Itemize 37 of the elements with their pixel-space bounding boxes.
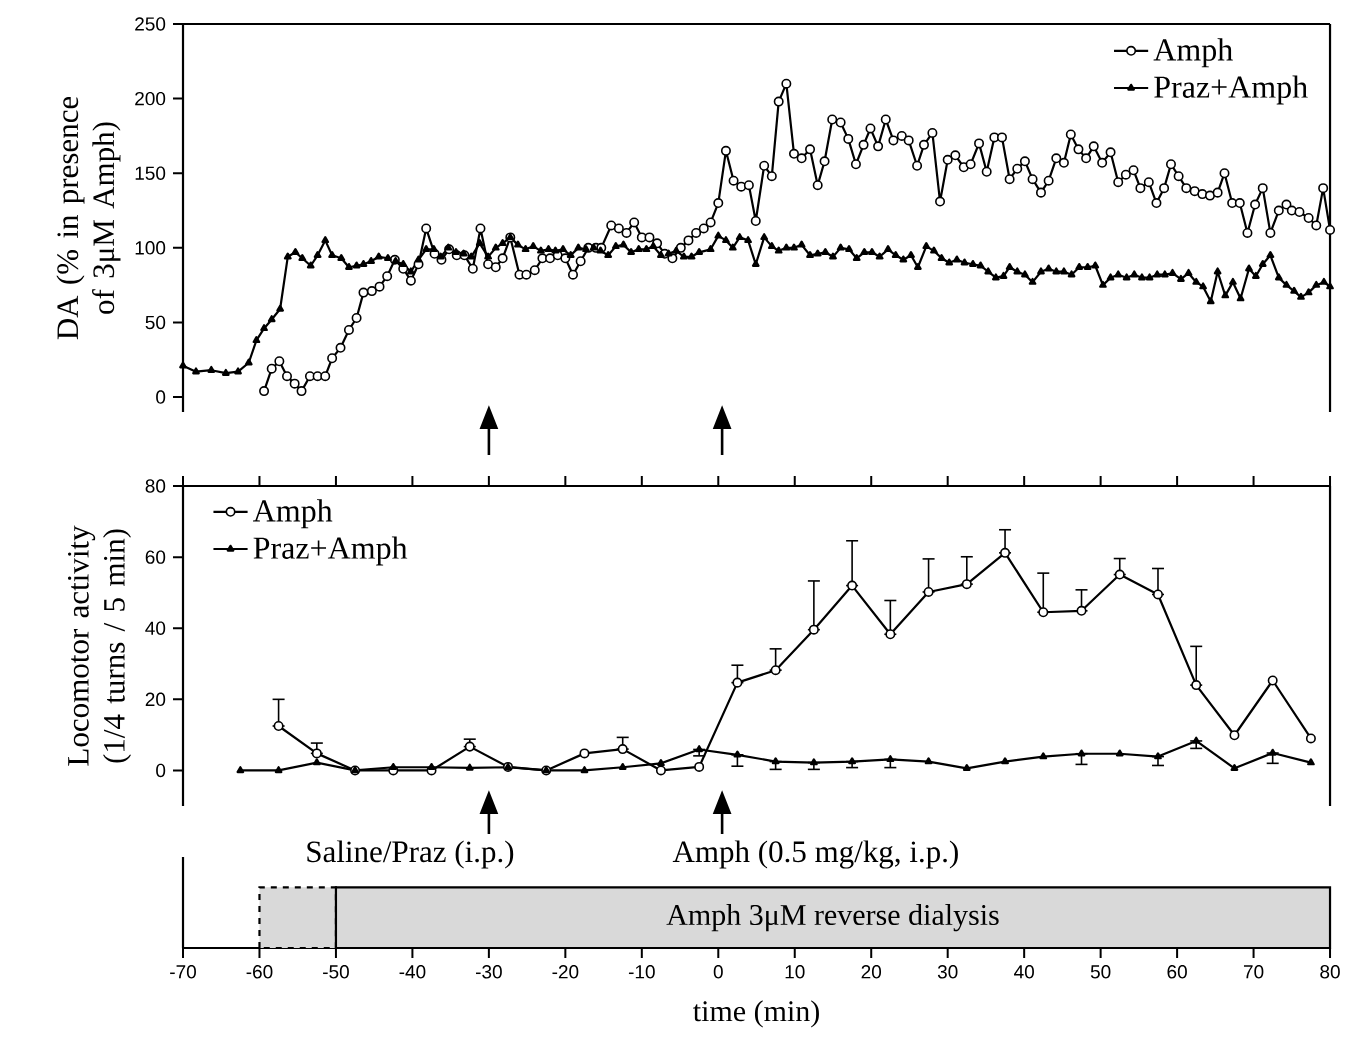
x-axis-title: time (min) [693, 1000, 819, 1028]
legend-label: Amph [1153, 38, 1233, 68]
legend-label: Praz+Amph [253, 536, 408, 566]
text: Saline/Praz (i.p.) [307, 840, 514, 869]
x-tick-label: 60 [1167, 965, 1187, 979]
x-tick-label: 0 [713, 965, 723, 979]
x-tick-label: 40 [1014, 965, 1034, 979]
x-tick-label: -30 [476, 965, 502, 979]
x-tick-label: 50 [1090, 965, 1111, 979]
x-tick-label: 30 [937, 965, 958, 979]
x-tick-label: -20 [552, 965, 579, 979]
x-tick-label: -10 [628, 965, 655, 979]
y-tick-label: 200 [135, 91, 166, 106]
series-label: Amph 3μM reverse dialysis [666, 904, 999, 932]
y-tick-label: 20 [145, 692, 166, 707]
legend-label: Praz+Amph [1154, 75, 1308, 105]
y-axis-title: DA (% in presence of 3μM Amph) [56, 96, 121, 340]
text: Amph (0.5 mg/kg, i.p.) [672, 840, 958, 869]
y-tick-label: 250 [135, 17, 166, 31]
y-tick-label: 40 [145, 621, 166, 635]
x-tick-label: -60 [246, 965, 273, 979]
x-tick-label: 10 [785, 965, 805, 979]
x-tick-label: 20 [861, 965, 882, 979]
y-tick-label: 80 [145, 479, 166, 493]
y-axis-title: Locomotor activity (1/4 turns / 5 min) [67, 525, 132, 766]
x-tick-label: -50 [323, 965, 349, 979]
y-tick-label: 100 [135, 241, 166, 255]
y-tick-label: 0 [156, 390, 166, 404]
y-tick-label: 60 [145, 550, 166, 564]
y-tick-label: 0 [156, 763, 166, 778]
y-tick-label: 50 [145, 315, 166, 330]
x-tick-label: 70 [1243, 965, 1264, 979]
legend-label: Amph [253, 499, 333, 529]
x-tick-label: -40 [399, 965, 426, 979]
x-tick-label: 80 [1320, 965, 1340, 979]
x-tick-label: -70 [170, 965, 196, 979]
y-tick-label: 150 [135, 166, 166, 180]
